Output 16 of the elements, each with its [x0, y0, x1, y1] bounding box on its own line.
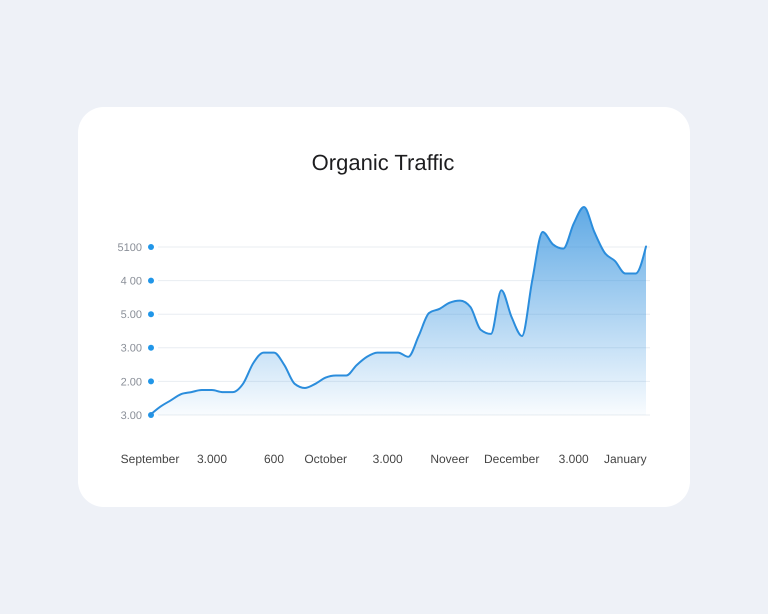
text: 5100	[118, 242, 142, 254]
x-tick-label: December	[484, 452, 540, 466]
x-tick-label: Noveer	[430, 452, 470, 466]
x-tick-label: October	[304, 452, 348, 466]
x-tick-label: 3.000	[558, 452, 590, 466]
text: 3.00	[120, 342, 142, 355]
x-tick-label: January	[604, 452, 647, 466]
x-tick-label: September	[120, 452, 180, 466]
text: 5.00	[120, 309, 142, 322]
text: 3.00	[120, 410, 142, 422]
text: 4 00	[120, 275, 142, 288]
x-tick-label: 3.000	[196, 452, 228, 466]
x-tick-label: 3.000	[372, 452, 404, 466]
chart-title: Organic Traffic	[312, 150, 454, 175]
x-tick-label: 600	[264, 452, 284, 466]
text: 2.00	[120, 376, 142, 388]
